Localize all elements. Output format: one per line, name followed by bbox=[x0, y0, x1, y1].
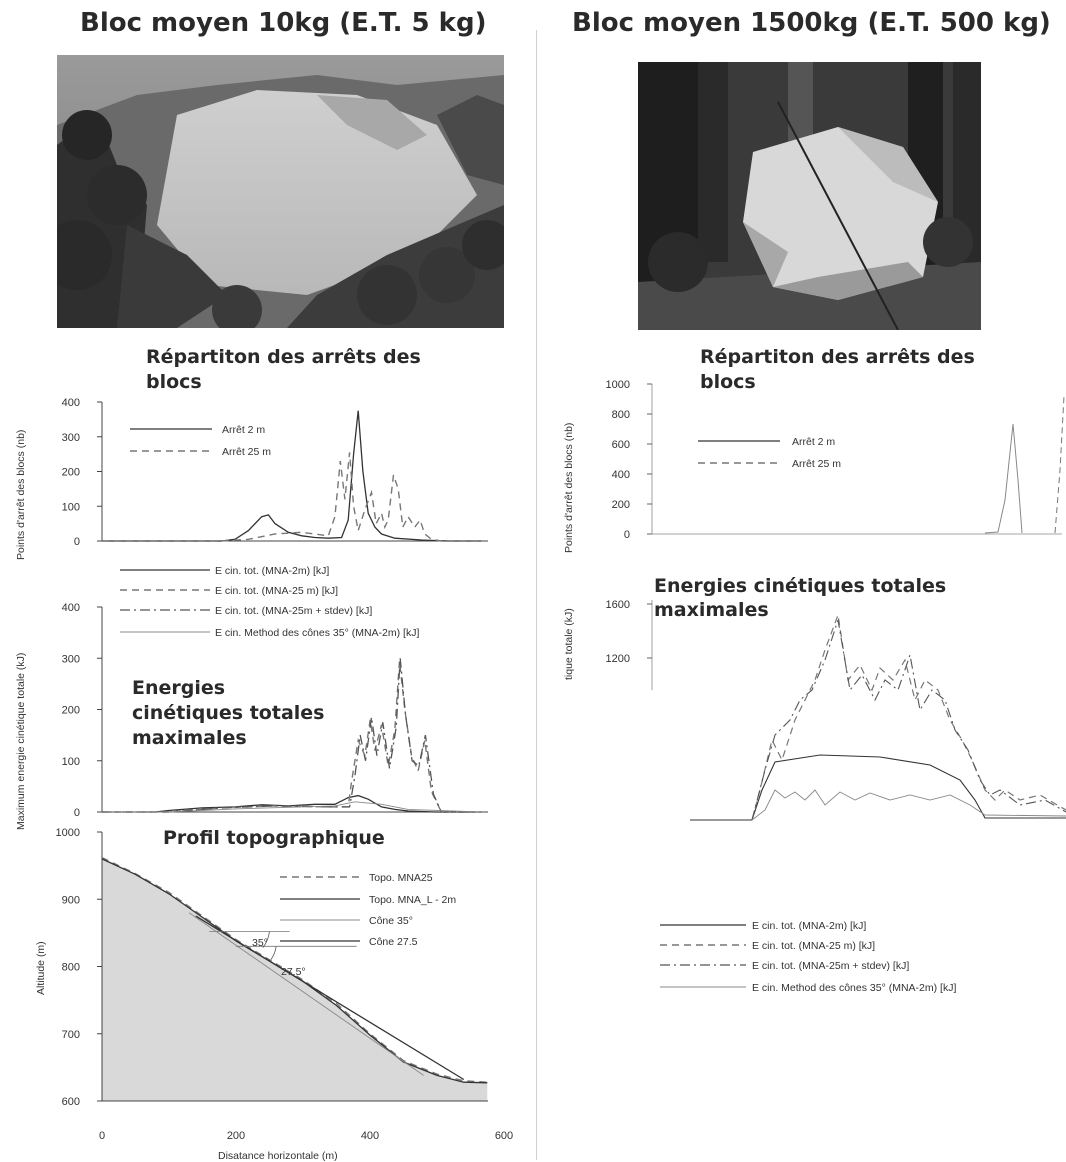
left-profil-angle-label-27: 27.5° bbox=[281, 966, 306, 978]
left-profil-ylabel: Altitude (m) bbox=[35, 941, 47, 995]
left-profil-angle-arc-35 bbox=[262, 931, 270, 948]
left-profil-angle-arc-27 bbox=[270, 946, 277, 961]
left-energie-title-line1: Energies bbox=[132, 677, 225, 699]
right-arrets-series-2 bbox=[1054, 395, 1065, 534]
left-arrets-legend-label: Arrêt 25 m bbox=[222, 446, 271, 458]
right-energie-title-line2: maximales bbox=[654, 599, 769, 621]
right-energie-series-1 bbox=[690, 754, 1066, 821]
left-profil-legend-label: Cône 27.5 bbox=[369, 936, 418, 948]
left-energie-series-3 bbox=[102, 658, 482, 813]
right-energie-title-line1: Energies cinétiques totales bbox=[654, 575, 946, 597]
left-arrets-legend-label: Arrêt 2 m bbox=[222, 424, 265, 436]
right-arrets-title-line1: Répartiton des arrêts des bbox=[700, 346, 975, 368]
left-arrets-ytick-label: 200 bbox=[62, 467, 80, 479]
left-arrets-ytick-label: 400 bbox=[62, 397, 80, 409]
left-profil-xtick-label: 600 bbox=[495, 1130, 513, 1142]
left-energie-ytick-label: 300 bbox=[62, 653, 80, 665]
right-arrets-title-line2: blocs bbox=[700, 371, 756, 393]
left-arrets-series-2 bbox=[102, 452, 482, 542]
left-profil-legend-label: Cône 35° bbox=[369, 915, 413, 927]
left-profil-legend-label: Topo. MNA_L - 2m bbox=[369, 894, 456, 906]
left-profil-series-4 bbox=[195, 915, 465, 1081]
left-arrets-title-line1: Répartiton des arrêts des bbox=[146, 346, 421, 368]
left-profil-ytick-label: 600 bbox=[62, 1096, 80, 1108]
left-profil-series-3 bbox=[188, 912, 424, 1076]
left-energie-legend-label: E cin. tot. (MNA-25m + stdev) [kJ] bbox=[215, 605, 372, 617]
left-energie-ytick-label: 0 bbox=[74, 807, 80, 819]
scree-slope-photo bbox=[57, 55, 504, 328]
right-arrets-legend-label: Arrêt 2 m bbox=[792, 436, 835, 448]
right-energie-ytick-label: 1200 bbox=[606, 653, 630, 665]
left-profil-ytick-label: 700 bbox=[62, 1029, 80, 1041]
right-energie-legend-label: E cin. tot. (MNA-2m) [kJ] bbox=[752, 920, 866, 932]
left-profil-xlabel: Disatance horizontale (m) bbox=[218, 1150, 338, 1162]
right-arrets-ytick-label: 800 bbox=[612, 409, 630, 421]
right-energie-series-4 bbox=[751, 789, 1066, 821]
left-energie-ytick-label: 400 bbox=[62, 602, 80, 614]
right-arrets-ytick-label: 200 bbox=[612, 499, 630, 511]
left-energie-series-4 bbox=[102, 801, 482, 813]
left-energie-legend-label: E cin. Method des cônes 35° (MNA-2m) [kJ… bbox=[215, 627, 419, 639]
right-energie-series-3 bbox=[751, 619, 1066, 821]
left-profil-series-1 bbox=[101, 856, 488, 1083]
left-energie-series-1 bbox=[102, 794, 482, 813]
right-arrets-ylabel: Points d'arrêt des blocs (nb) bbox=[563, 423, 575, 553]
right-energie-ytick-label: 1600 bbox=[606, 599, 630, 611]
left-title: Bloc moyen 10kg (E.T. 5 kg) bbox=[80, 8, 487, 38]
left-arrets-ytick-label: 100 bbox=[62, 501, 80, 513]
left-profil-legend-label: Topo. MNA25 bbox=[369, 872, 433, 884]
left-arrets-series-1 bbox=[102, 410, 482, 542]
left-profil-ytick-label: 900 bbox=[62, 894, 80, 906]
left-profil-ytick-label: 1000 bbox=[56, 827, 80, 839]
right-arrets-legend-label: Arrêt 25 m bbox=[792, 458, 841, 470]
left-energie-legend-label: E cin. tot. (MNA-25 m) [kJ] bbox=[215, 585, 338, 597]
left-arrets-ylabel: Points d'arrêt des blocs (nb) bbox=[15, 430, 27, 560]
left-profil-title: Profil topographique bbox=[163, 827, 385, 849]
column-divider bbox=[536, 30, 537, 1160]
left-energie-ytick-label: 200 bbox=[62, 705, 80, 717]
left-arrets-ytick-label: 300 bbox=[62, 432, 80, 444]
left-energie-title-line3: maximales bbox=[132, 727, 247, 749]
left-energie-ytick-label: 100 bbox=[62, 756, 80, 768]
left-profil-xtick-label: 400 bbox=[361, 1130, 379, 1142]
right-energie-series-2 bbox=[751, 612, 1066, 821]
left-energie-title-line2: cinétiques totales bbox=[132, 702, 324, 724]
left-profil-xtick-label: 200 bbox=[227, 1130, 245, 1142]
right-energie-legend-label: E cin. tot. (MNA-25 m) [kJ] bbox=[752, 940, 875, 952]
right-arrets-ytick-label: 400 bbox=[612, 469, 630, 481]
left-arrets-title-line2: blocs bbox=[146, 371, 202, 393]
right-arrets-ytick-label: 600 bbox=[612, 439, 630, 451]
left-profil-angle-label-35: 35° bbox=[252, 937, 268, 949]
right-title: Bloc moyen 1500kg (E.T. 500 kg) bbox=[572, 8, 1051, 38]
right-energie-ylabel: tique totale (kJ) bbox=[563, 608, 575, 680]
right-energie-legend-label: E cin. tot. (MNA-25m + stdev) [kJ] bbox=[752, 960, 909, 972]
left-energie-ylabel: Maximum energie cinétique totale (kJ) bbox=[15, 653, 27, 830]
right-arrets-ytick-label: 0 bbox=[624, 529, 630, 541]
right-arrets-series-1 bbox=[984, 423, 1023, 534]
left-arrets-ytick-label: 0 bbox=[74, 536, 80, 548]
left-profil-ytick-label: 800 bbox=[62, 962, 80, 974]
right-arrets-ytick-label: 1000 bbox=[606, 379, 630, 391]
large-boulder-in-forest-photo bbox=[638, 62, 981, 330]
left-energie-legend-label: E cin. tot. (MNA-2m) [kJ] bbox=[215, 565, 329, 577]
left-profil-xtick-label: 0 bbox=[99, 1130, 105, 1142]
right-energie-legend-label: E cin. Method des cônes 35° (MNA-2m) [kJ… bbox=[752, 982, 956, 994]
